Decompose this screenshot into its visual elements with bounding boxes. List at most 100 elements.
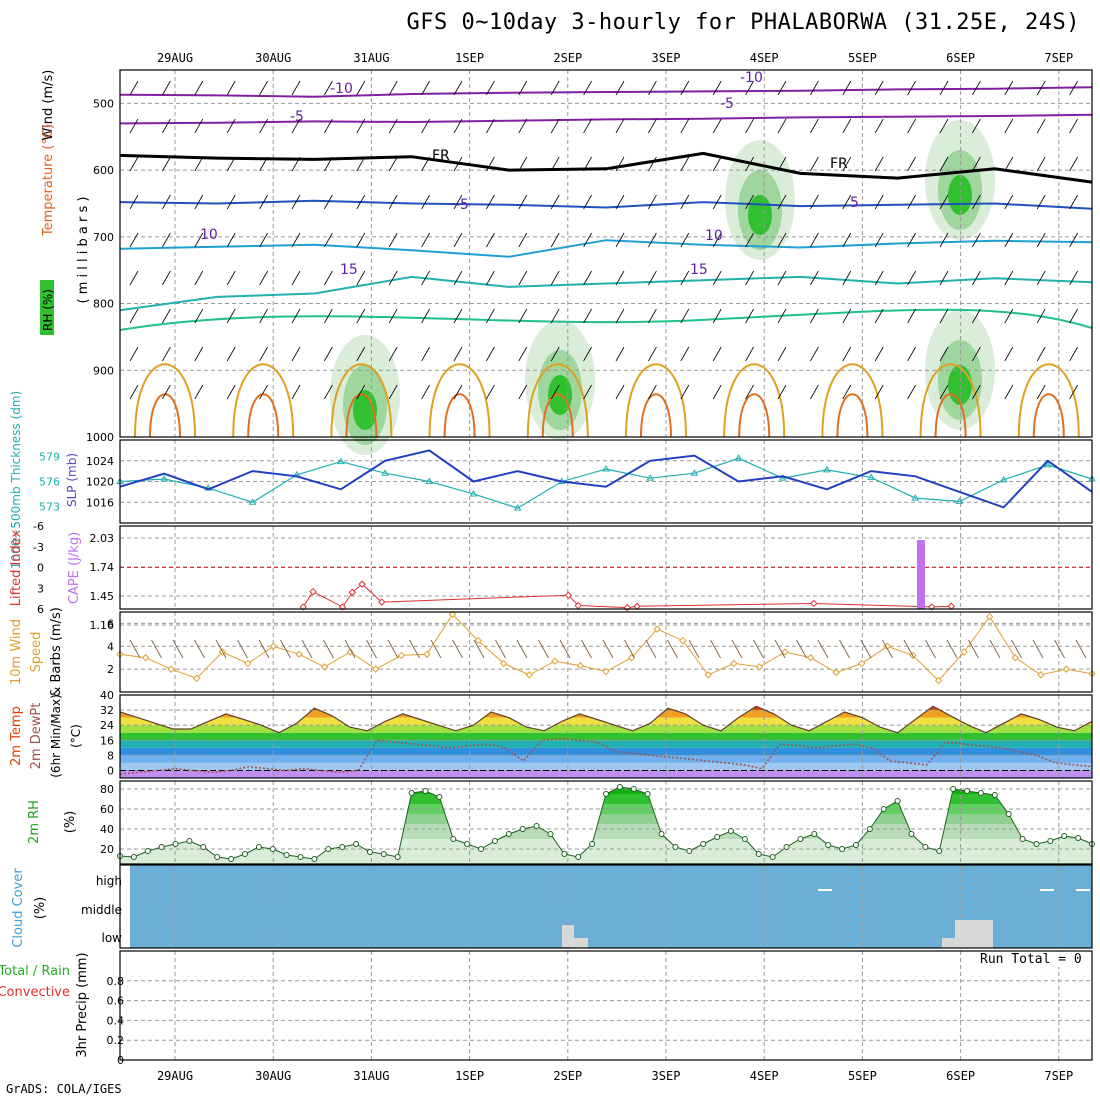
upper-wind-barb: [291, 232, 301, 248]
upper-wind-barb: [712, 118, 722, 134]
warm-contour: [428, 363, 491, 438]
warm-contour-inner: [1032, 393, 1065, 438]
wind10m-speed-marker: [602, 667, 610, 676]
upper-wind-barb: [421, 270, 430, 286]
upper-wind-barb: [388, 308, 398, 324]
thickness-marker: [646, 474, 655, 481]
rh2m-marker: [214, 854, 221, 860]
wind10m-speed-marker: [295, 650, 303, 658]
cloud-fill: [130, 865, 1092, 948]
upper-wind-barb: [874, 80, 884, 96]
upper-wind-barb: [162, 270, 171, 286]
lifted-index-tick: -6: [33, 520, 44, 533]
minmax-axis-label: (6hr Min/Max): [49, 694, 63, 778]
upper-wind-barb: [356, 80, 366, 96]
date-label-top: 1SEP: [455, 51, 484, 65]
upper-wind-barb: [324, 194, 333, 210]
lifted-index-marker: [810, 599, 818, 608]
upper-wind-barb: [1069, 384, 1078, 400]
chart-title: GFS 0~10day 3-hourly for PHALABORWA (31.…: [406, 10, 1080, 35]
upper-wind-barb: [194, 346, 204, 362]
upper-wind-barb: [777, 80, 787, 96]
upper-wind-barb: [518, 384, 528, 400]
upper-wind-barb: [615, 270, 625, 286]
upper-wind-barb: [226, 384, 236, 400]
upper-wind-barb: [129, 156, 139, 172]
rh2m-marker: [575, 854, 582, 860]
upper-wind-barb: [324, 232, 333, 248]
wind10m-speed-marker: [781, 648, 789, 656]
upper-wind-barb: [1069, 270, 1078, 286]
wind10m-barb: [215, 639, 227, 659]
upper-wind-barb: [972, 270, 981, 286]
upper-wind-barb: [518, 308, 528, 324]
upper-wind-barb: [129, 384, 139, 400]
upper-wind-barb: [648, 194, 657, 210]
thickness-marker: [1043, 460, 1052, 468]
upper-wind-barb: [777, 308, 787, 324]
contour-20: [119, 308, 1093, 331]
slp-tick: 1024: [86, 455, 114, 468]
thickness-tick: 579: [39, 451, 60, 464]
isotherm-label: 10: [705, 228, 723, 244]
upper-wind-barb: [194, 118, 204, 134]
rh2m-marker: [547, 831, 554, 837]
precip-tick: 0.6: [107, 995, 125, 1008]
upper-wind-barb: [939, 80, 949, 96]
thickness-marker: [602, 465, 610, 472]
isotherm-line: [119, 113, 1093, 125]
upper-wind-barb: [1069, 156, 1078, 172]
upper-wind-barb: [583, 308, 592, 324]
upper-wind-barb: [453, 118, 463, 134]
date-label-bottom: 1SEP: [455, 1069, 484, 1083]
temp2m-tick: 16: [100, 734, 114, 747]
wind10m-barb: [366, 639, 377, 659]
high-cloud-patch: [1040, 889, 1054, 891]
upper-wind-barb: [291, 270, 301, 286]
wind10m-axis-label: 10m Wind: [9, 619, 24, 685]
upper-wind-barb: [356, 346, 366, 362]
precip-tick: 0.2: [107, 1034, 125, 1047]
upper-wind-barb: [745, 308, 754, 324]
upper-wind-barb: [777, 270, 787, 286]
upper-wind-barb: [615, 80, 625, 96]
upper-wind-barb: [972, 232, 981, 248]
rh2m-marker: [644, 791, 651, 797]
rh2m-tick: 40: [100, 823, 114, 836]
warm-contour: [330, 363, 393, 438]
upper-wind-barb: [291, 346, 301, 362]
upper-wind-barb: [939, 194, 949, 210]
upper-wind-barb: [291, 156, 301, 172]
cape-tick: 2.03: [90, 532, 115, 545]
wind10m-barb: [645, 639, 657, 659]
date-label-top: 5SEP: [848, 51, 877, 65]
warm-contour: [232, 363, 295, 438]
cloud-level-label: high: [96, 874, 122, 888]
upper-wind-barb: [745, 270, 754, 286]
upper-wind-barb: [1036, 156, 1046, 172]
low-cloud-patch: [942, 938, 956, 948]
rh2m-marker: [825, 842, 832, 848]
upper-wind-barb: [259, 384, 268, 400]
wind10m-speed-marker: [244, 659, 252, 668]
upper-wind-barb: [680, 80, 690, 96]
upper-wind-barb: [1036, 194, 1046, 210]
wind10m-speed-marker: [934, 676, 943, 685]
wind10m-barb: [258, 639, 270, 659]
rh2m-marker: [741, 836, 748, 842]
rh2m-marker: [464, 841, 471, 847]
rh2m-marker: [839, 846, 846, 852]
lifted-index-tick: 6: [37, 603, 44, 616]
upper-wind-barb: [194, 156, 204, 172]
rh2m-marker: [908, 831, 915, 837]
date-label-bottom: 29AUG: [157, 1069, 193, 1083]
upper-wind-barb: [712, 346, 722, 362]
thickness-marker: [999, 475, 1008, 483]
upper-wind-barb: [680, 232, 690, 248]
upper-wind-barb: [842, 194, 852, 210]
wind10m-axis-label-speed: Speed: [29, 632, 44, 673]
rh2m-marker: [172, 841, 179, 847]
wind10m-speed-marker: [806, 654, 815, 662]
precip-tick: 0.8: [107, 975, 125, 988]
rh2m-marker: [311, 856, 318, 862]
